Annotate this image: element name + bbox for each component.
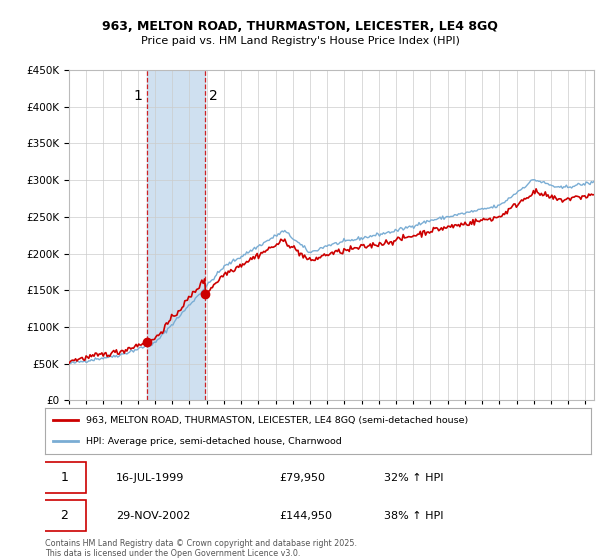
Text: 1: 1 — [133, 88, 142, 102]
FancyBboxPatch shape — [42, 500, 86, 531]
Bar — [147, 70, 205, 400]
Text: 1: 1 — [60, 471, 68, 484]
Text: 29-NOV-2002: 29-NOV-2002 — [116, 511, 190, 521]
Text: 963, MELTON ROAD, THURMASTON, LEICESTER, LE4 8GQ (semi-detached house): 963, MELTON ROAD, THURMASTON, LEICESTER,… — [86, 416, 468, 424]
Text: Contains HM Land Registry data © Crown copyright and database right 2025.
This d: Contains HM Land Registry data © Crown c… — [45, 539, 357, 558]
Text: HPI: Average price, semi-detached house, Charnwood: HPI: Average price, semi-detached house,… — [86, 437, 342, 446]
Text: 16-JUL-1999: 16-JUL-1999 — [116, 473, 184, 483]
Text: 32% ↑ HPI: 32% ↑ HPI — [383, 473, 443, 483]
Text: 963, MELTON ROAD, THURMASTON, LEICESTER, LE4 8GQ: 963, MELTON ROAD, THURMASTON, LEICESTER,… — [102, 20, 498, 32]
Text: 38% ↑ HPI: 38% ↑ HPI — [383, 511, 443, 521]
Text: 2: 2 — [60, 509, 68, 522]
Text: £144,950: £144,950 — [280, 511, 333, 521]
Text: Price paid vs. HM Land Registry's House Price Index (HPI): Price paid vs. HM Land Registry's House … — [140, 36, 460, 46]
FancyBboxPatch shape — [42, 462, 86, 493]
Text: 2: 2 — [209, 88, 217, 102]
Text: £79,950: £79,950 — [280, 473, 326, 483]
